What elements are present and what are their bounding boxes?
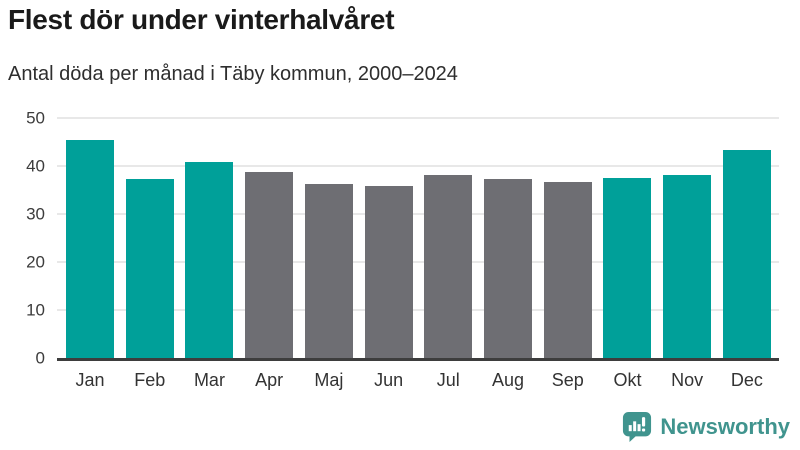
- x-tick-label-feb: Feb: [134, 370, 166, 390]
- x-tick-label-mar: Mar: [193, 370, 225, 390]
- bar-aug: [484, 178, 533, 358]
- y-tick-label-40: 40: [26, 156, 45, 176]
- gridline-30: [57, 213, 779, 215]
- bar-okt: [603, 178, 652, 358]
- x-tick-label-jan: Jan: [75, 370, 105, 390]
- chart-title: Flest dör under vinterhalvåret: [8, 4, 395, 35]
- gridline-20: [57, 261, 779, 263]
- y-tick-label-0: 0: [35, 348, 45, 368]
- gridline-40: [57, 165, 779, 167]
- y-tick-label-10: 10: [26, 300, 45, 320]
- x-tick-label-apr: Apr: [255, 370, 284, 390]
- x-tick-label-jul: Jul: [436, 370, 460, 390]
- x-axis-labels: Jan Feb Mar Apr Maj Jun Jul Aug Sep Okt Nov Dec: [57, 370, 779, 391]
- bar-jul: [424, 175, 473, 358]
- chart-subtitle: Antal döda per månad i Täby kommun, 2000…: [8, 63, 458, 85]
- x-tick-label-maj: Maj: [314, 370, 344, 390]
- gridline-50: [57, 117, 779, 119]
- bar-jun: [364, 185, 413, 358]
- bar-mar: [185, 161, 234, 358]
- y-tick-label-50: 50: [26, 108, 45, 128]
- gridline-10: [57, 309, 779, 311]
- y-axis-labels: 0 10 20 30 40 50: [0, 110, 45, 367]
- newsworthy-logo[interactable]: Newsworthy: [622, 411, 790, 442]
- bar-chart-speech-bubble-icon: [622, 411, 652, 442]
- brand-name: Newsworthy: [660, 413, 790, 439]
- bar-jan: [66, 140, 114, 358]
- bar-dec: [722, 149, 771, 358]
- bar-nov: [663, 175, 712, 358]
- bar-sep: [543, 181, 592, 358]
- plot-area: [57, 117, 779, 361]
- x-tick-label-okt: Okt: [613, 370, 642, 390]
- y-tick-label-20: 20: [26, 252, 45, 272]
- bars: [57, 118, 779, 358]
- x-tick-label-nov: Nov: [671, 370, 704, 390]
- y-tick-label-30: 30: [26, 204, 45, 224]
- bar-apr: [245, 171, 294, 358]
- x-tick-label-dec: Dec: [730, 370, 763, 390]
- bar-maj: [304, 183, 353, 358]
- x-tick-label-aug: Aug: [492, 370, 525, 390]
- x-tick-label-jun: Jun: [374, 370, 404, 390]
- bar-feb: [125, 178, 174, 358]
- x-tick-label-sep: Sep: [551, 370, 584, 390]
